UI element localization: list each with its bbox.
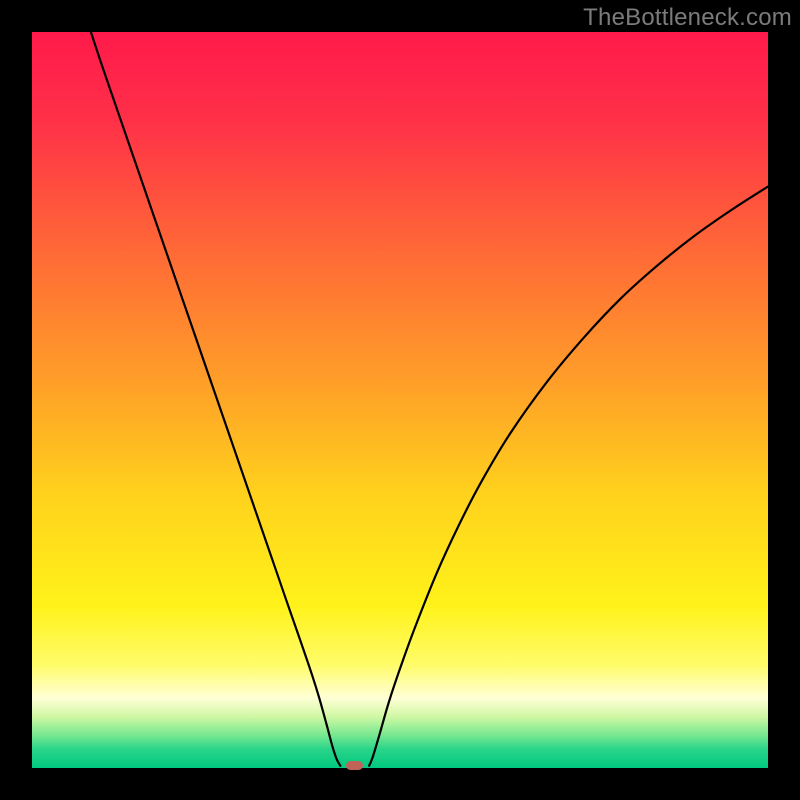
chart-frame: TheBottleneck.com [0,0,800,800]
gradient-background [32,32,768,768]
chart-svg [32,32,768,768]
watermark-text: TheBottleneck.com [583,4,792,32]
plot-area [32,32,768,768]
valley-marker [346,761,364,770]
